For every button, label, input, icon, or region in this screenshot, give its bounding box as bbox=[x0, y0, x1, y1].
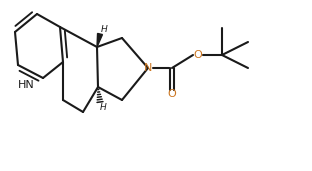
Text: N: N bbox=[144, 63, 152, 73]
Text: H: H bbox=[100, 102, 106, 111]
Polygon shape bbox=[97, 34, 102, 47]
Text: O: O bbox=[194, 50, 202, 60]
Text: HN: HN bbox=[17, 80, 34, 90]
Text: O: O bbox=[168, 89, 176, 99]
Text: H: H bbox=[101, 25, 107, 35]
